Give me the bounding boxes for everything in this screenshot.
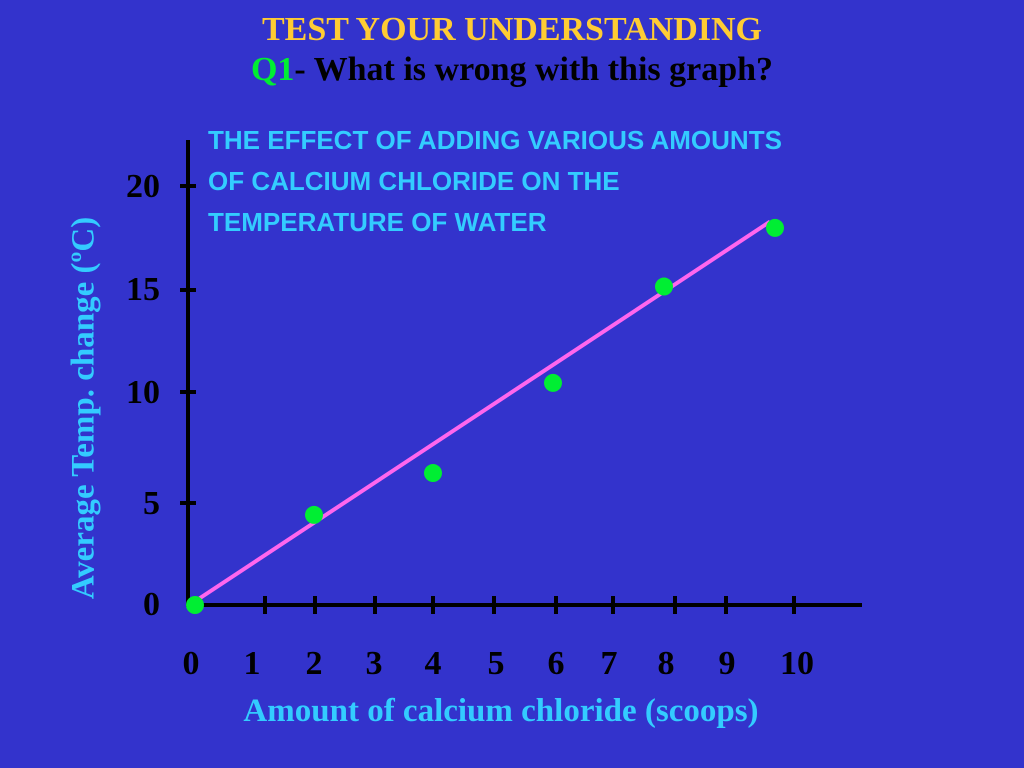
chart-title-line-3: TEMPERATURE OF WATER: [208, 207, 547, 237]
y-tick-label: 15: [126, 271, 160, 308]
question-line: Q1- What is wrong with this graph?: [0, 50, 1024, 90]
data-point: [305, 505, 323, 524]
data-point: [544, 373, 562, 392]
chart-title: THE EFFECT OF ADDING VARIOUS AMOUNTS OF …: [208, 120, 1008, 243]
x-axis-label: Amount of calcium chloride (scoops): [243, 693, 759, 729]
x-tick-label: 2: [306, 645, 323, 682]
y-tick-label: 20: [126, 168, 160, 205]
y-tick-label: 10: [126, 374, 160, 411]
data-point: [186, 596, 204, 614]
question-label: Q1: [250, 51, 295, 88]
data-point: [655, 277, 673, 296]
x-tick-label: 0: [183, 645, 200, 682]
x-tick-label: 3: [366, 645, 383, 682]
x-tick-label: 10: [780, 645, 814, 682]
chart-title-line-2: OF CALCIUM CHLORIDE ON THE: [208, 166, 620, 196]
chart-title-line-1: THE EFFECT OF ADDING VARIOUS AMOUNTS: [208, 125, 782, 155]
trend-line: [192, 219, 772, 604]
x-tick-label: 8: [658, 645, 675, 682]
x-tick-label: 4: [425, 645, 442, 682]
data-point: [766, 218, 784, 237]
x-tick-label: 1: [244, 645, 261, 682]
x-tick-label: 6: [548, 645, 565, 682]
question-text: - What is wrong with this graph?: [294, 51, 774, 88]
data-point: [424, 464, 442, 483]
slide-heading: TEST YOUR UNDERSTANDING Q1- What is wron…: [0, 10, 1024, 90]
y-tick-label: 5: [143, 485, 160, 522]
x-tick-label: 9: [719, 645, 736, 682]
slide-title: TEST YOUR UNDERSTANDING: [261, 11, 763, 48]
x-tick-label: 5: [488, 645, 505, 682]
x-tick-label: 7: [601, 645, 618, 682]
y-tick-label: 0: [143, 586, 160, 623]
